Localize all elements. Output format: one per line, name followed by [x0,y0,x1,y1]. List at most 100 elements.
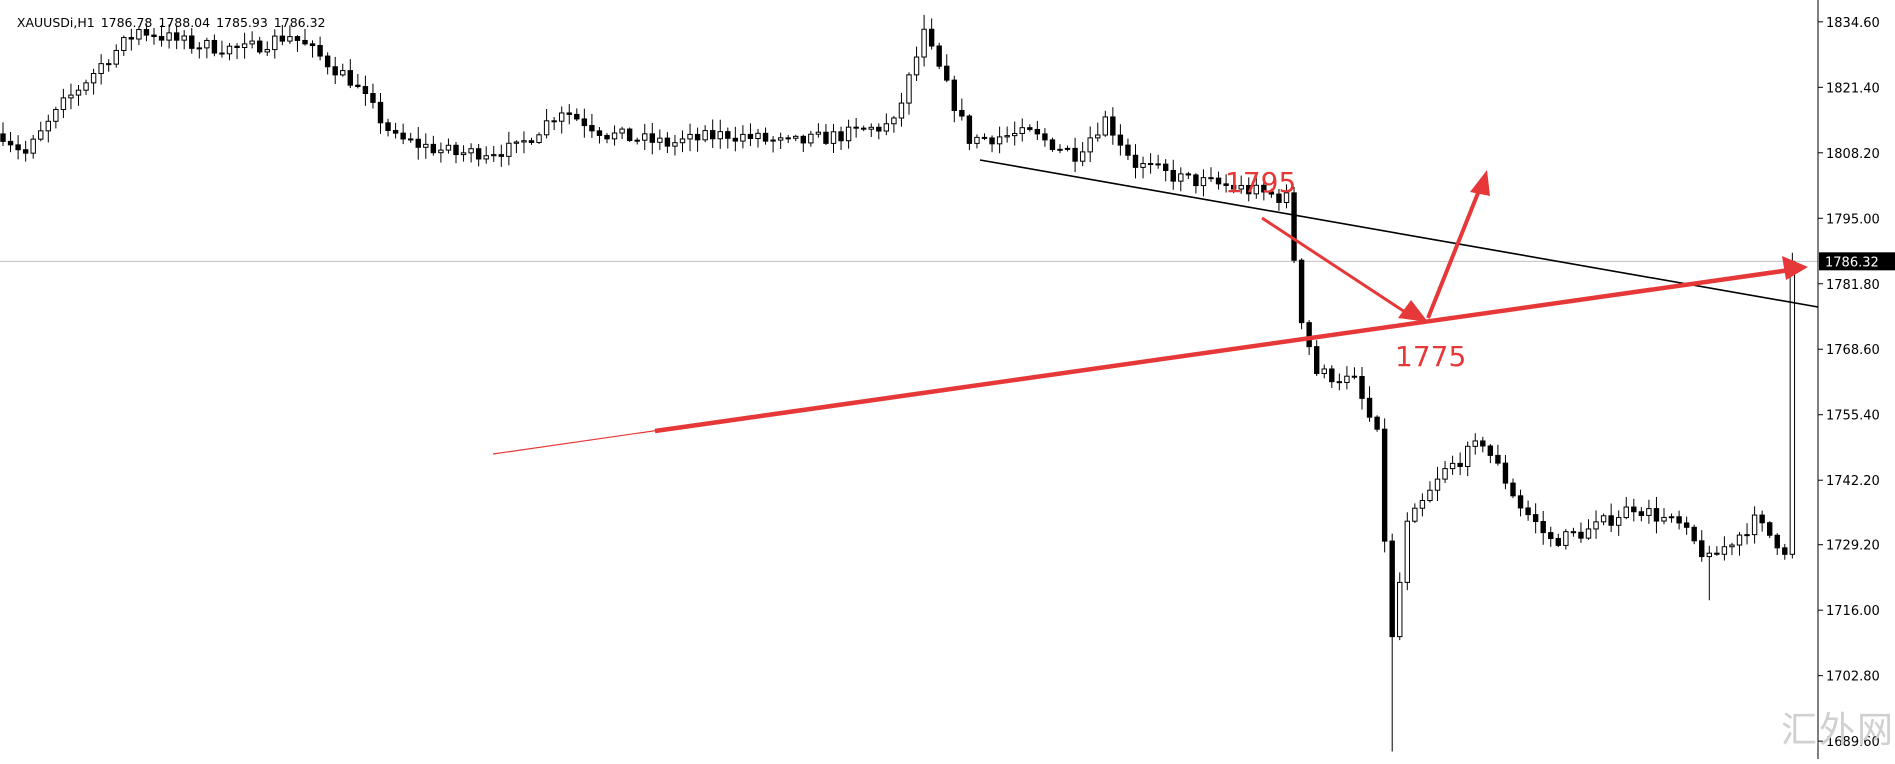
price-tick-label: 1781.80 [1826,278,1880,293]
candle-body [559,112,565,122]
annotation-label-1775: 1775 [1395,340,1466,373]
candle [1238,175,1244,194]
candle-body [60,97,67,111]
candle-body [226,45,233,55]
candle-body [672,142,678,147]
candle-body [302,39,308,45]
candle-body [1261,184,1267,193]
candle-body [1314,346,1320,374]
support-trendline-extension [492,429,661,455]
candle [732,126,739,152]
candle-body [460,152,467,156]
candle-body [136,29,142,40]
candle [1283,184,1290,209]
candle [1019,118,1025,142]
candle [1117,124,1124,156]
breakout-arrow [1426,187,1482,319]
candle-body [1563,531,1569,546]
candle [1397,572,1403,641]
candle-body [98,63,104,74]
candle-body [883,123,890,132]
candle-body [694,133,701,141]
candle [642,123,648,151]
candle-body [619,128,625,134]
candle [1064,145,1071,152]
candle [1744,523,1750,545]
candle [574,108,580,122]
candle [355,73,361,89]
candle-body [1616,517,1622,526]
candle-body [898,102,905,119]
candle [400,123,406,145]
candle [347,59,354,89]
candle [1608,503,1614,532]
annotation-label-1795: 1795 [1225,166,1296,199]
candle-body [861,127,867,130]
candle-body [445,144,452,151]
candle [1147,153,1154,174]
candle-body [1132,154,1139,168]
candle-body [75,89,82,96]
candle-body [1170,169,1176,182]
candle [1253,177,1259,199]
candle [725,127,731,149]
candle-body [1706,552,1712,558]
candle-body [68,94,74,99]
candle [1419,493,1426,517]
candle [966,114,973,151]
candle [1548,526,1554,547]
candle [974,134,980,149]
candle [1721,536,1728,561]
candle-body [747,133,754,140]
candle-body [906,74,912,104]
candles-layer [0,14,1796,752]
candle-body [928,28,935,47]
candle-body [1600,515,1607,523]
price-tick-label: 1729.20 [1826,539,1880,554]
candle [868,123,874,138]
down-move-arrowhead [1398,300,1428,322]
candle [1178,167,1184,192]
candle-body [1578,531,1584,539]
candle-body [1389,540,1395,638]
candle [362,75,369,106]
candle-body [1661,516,1667,522]
candle-body [211,39,218,54]
candle [317,36,323,61]
candle [1079,142,1086,167]
current-price-box [1819,252,1895,271]
candle-body [475,148,482,160]
candle-body [777,137,784,141]
candle-body [521,140,527,143]
candle [151,27,157,45]
candle [483,146,489,164]
candle-body [1676,516,1682,524]
candle-body [1140,163,1146,168]
candle [370,83,376,109]
candle [15,135,21,160]
candle-body [838,131,844,142]
candle-body [1079,151,1086,162]
candle-body [332,66,338,76]
candle-body [1095,134,1101,139]
candle-body [770,139,776,142]
candle [445,138,452,154]
candle-body [642,133,648,141]
candle [906,72,912,115]
candle [1004,126,1010,143]
candle [996,126,1003,154]
candle-body [491,154,497,157]
candle [1351,367,1358,380]
candle-body [1412,507,1418,522]
candle [53,106,59,129]
candle [589,113,595,138]
candle [883,113,890,136]
candle-body [1646,508,1652,516]
candle-body [1638,511,1645,516]
candle-body [725,131,731,139]
candle [1200,169,1207,197]
candle [1532,503,1539,534]
price-tick-label: 1689.60 [1826,735,1880,750]
